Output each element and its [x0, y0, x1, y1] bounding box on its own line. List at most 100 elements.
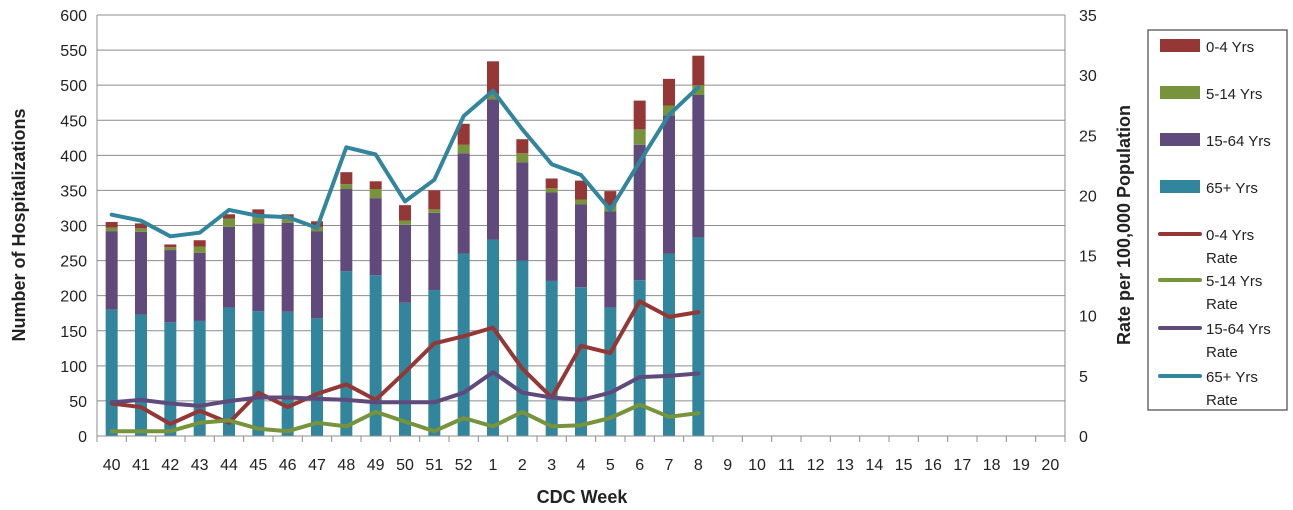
- y-tick-label: 350: [60, 183, 87, 200]
- x-tick-label: 17: [953, 457, 971, 474]
- bar-segment: [545, 192, 558, 281]
- bar-segment: [369, 198, 382, 276]
- y2-tick-label: 10: [1079, 309, 1097, 326]
- x-tick-label: 42: [161, 457, 179, 474]
- x-tick-label: 51: [425, 457, 443, 474]
- y-axis-right-ticks: 0 5 10 15 20 25 30 35: [1079, 8, 1097, 446]
- legend-swatch: [1160, 39, 1200, 52]
- bar-segment: [369, 189, 382, 199]
- bar-segment: [604, 211, 617, 308]
- bar-segment: [281, 219, 294, 223]
- bar-segment: [575, 199, 587, 205]
- x-tick-label: 52: [455, 457, 473, 474]
- bar-segment: [633, 280, 646, 436]
- legend-label: 0-4 Yrs: [1206, 227, 1254, 244]
- y2-tick-label: 25: [1079, 128, 1097, 145]
- bar-segment: [575, 287, 587, 436]
- x-tick-label: 2: [518, 457, 527, 474]
- x-tick-label: 40: [103, 457, 121, 474]
- bar-segment: [135, 314, 147, 436]
- bar-segment: [457, 153, 470, 254]
- legend-label: 15-64 Yrs: [1206, 133, 1271, 150]
- legend-label: 15-64 Yrs: [1206, 321, 1271, 338]
- y-tick-label: 600: [60, 8, 87, 25]
- x-axis-title: CDC Week: [537, 487, 629, 507]
- bar-segment: [340, 172, 353, 185]
- bar-segment: [428, 190, 441, 210]
- bar-segment: [516, 139, 529, 154]
- x-tick-label: 47: [308, 457, 326, 474]
- bar-segment: [663, 253, 675, 436]
- y2-tick-label: 20: [1079, 188, 1097, 205]
- bar-segment: [105, 231, 118, 310]
- x-tick-label: 19: [1012, 457, 1030, 474]
- y-tick-label: 150: [60, 324, 87, 341]
- bar-segment: [340, 184, 353, 190]
- rate-line: [109, 299, 701, 426]
- x-tick-label: 7: [665, 457, 674, 474]
- y-tick-label: 200: [60, 289, 87, 306]
- bar-segment: [164, 244, 177, 248]
- y-tick-label: 250: [60, 254, 87, 271]
- x-tick-label: 3: [547, 457, 556, 474]
- bar-segment: [575, 204, 587, 288]
- legend-label: 65+ Yrs: [1206, 369, 1258, 386]
- x-tick-label: 48: [337, 457, 355, 474]
- bar-segment: [457, 253, 470, 436]
- bar-segment: [135, 231, 147, 315]
- bar-segment: [281, 311, 294, 436]
- bar-segment: [223, 226, 235, 308]
- y-tick-label: 0: [78, 429, 87, 446]
- legend-swatch: [1160, 86, 1200, 99]
- y-axis-left-title: Number of Hospitalizations: [9, 108, 29, 341]
- y-tick-label: 400: [60, 148, 87, 165]
- x-tick-label: 45: [249, 457, 267, 474]
- x-tick-label: 6: [635, 457, 644, 474]
- legend-sublabel: Rate: [1206, 296, 1238, 313]
- bar-segment: [223, 218, 235, 227]
- legend-swatch: [1160, 180, 1200, 193]
- bar-segment: [633, 129, 646, 145]
- bar-segment: [193, 246, 206, 253]
- bar-segment: [164, 250, 177, 323]
- bar-segment: [663, 78, 675, 106]
- bar-segment: [105, 309, 118, 436]
- x-tick-label: 1: [489, 457, 498, 474]
- bar-segment: [369, 181, 382, 190]
- rate-line: [109, 370, 701, 408]
- rate-line: [109, 85, 701, 239]
- x-tick-label: 44: [220, 457, 238, 474]
- y-tick-label: 50: [69, 394, 87, 411]
- bar-segment: [487, 239, 499, 436]
- bar-segment: [252, 223, 265, 312]
- bar-segment: [692, 85, 705, 95]
- x-tick-label: 5: [606, 457, 615, 474]
- bar-segment: [223, 214, 235, 219]
- x-tick-label: 41: [132, 457, 150, 474]
- bar-segment: [252, 209, 265, 217]
- bar-segment: [457, 123, 470, 145]
- x-tick-label: 49: [367, 457, 385, 474]
- legend-sublabel: Rate: [1206, 250, 1238, 267]
- x-tick-label: 20: [1041, 457, 1059, 474]
- x-tick-label: 12: [807, 457, 825, 474]
- stacked-bars: [105, 55, 705, 436]
- bar-segment: [428, 290, 441, 436]
- x-axis-ticks: 40 41 42 43 44 45 46 47 48 49 50 51 52 1 2 3 4 5 6 7 8 9 10 11 1…: [103, 457, 1060, 474]
- bar-segment: [399, 224, 411, 303]
- y2-tick-label: 30: [1079, 68, 1097, 85]
- axes: [96, 15, 1066, 442]
- bar-segment: [663, 115, 675, 254]
- bar-segment: [692, 55, 705, 86]
- y-axis-left-ticks: 0 50 100 150 200 250 300 350 400 450 500 550 600: [60, 8, 87, 446]
- bar-segment: [164, 247, 177, 251]
- y-tick-label: 450: [60, 113, 87, 130]
- bar-segment: [135, 228, 147, 232]
- bar-segment: [457, 144, 470, 154]
- bar-segment: [105, 227, 118, 232]
- bar-segment: [545, 178, 558, 189]
- bar-segment: [311, 231, 323, 319]
- x-tick-label: 18: [983, 457, 1001, 474]
- bar-segment: [633, 100, 646, 130]
- legend-label: 0-4 Yrs: [1206, 39, 1254, 56]
